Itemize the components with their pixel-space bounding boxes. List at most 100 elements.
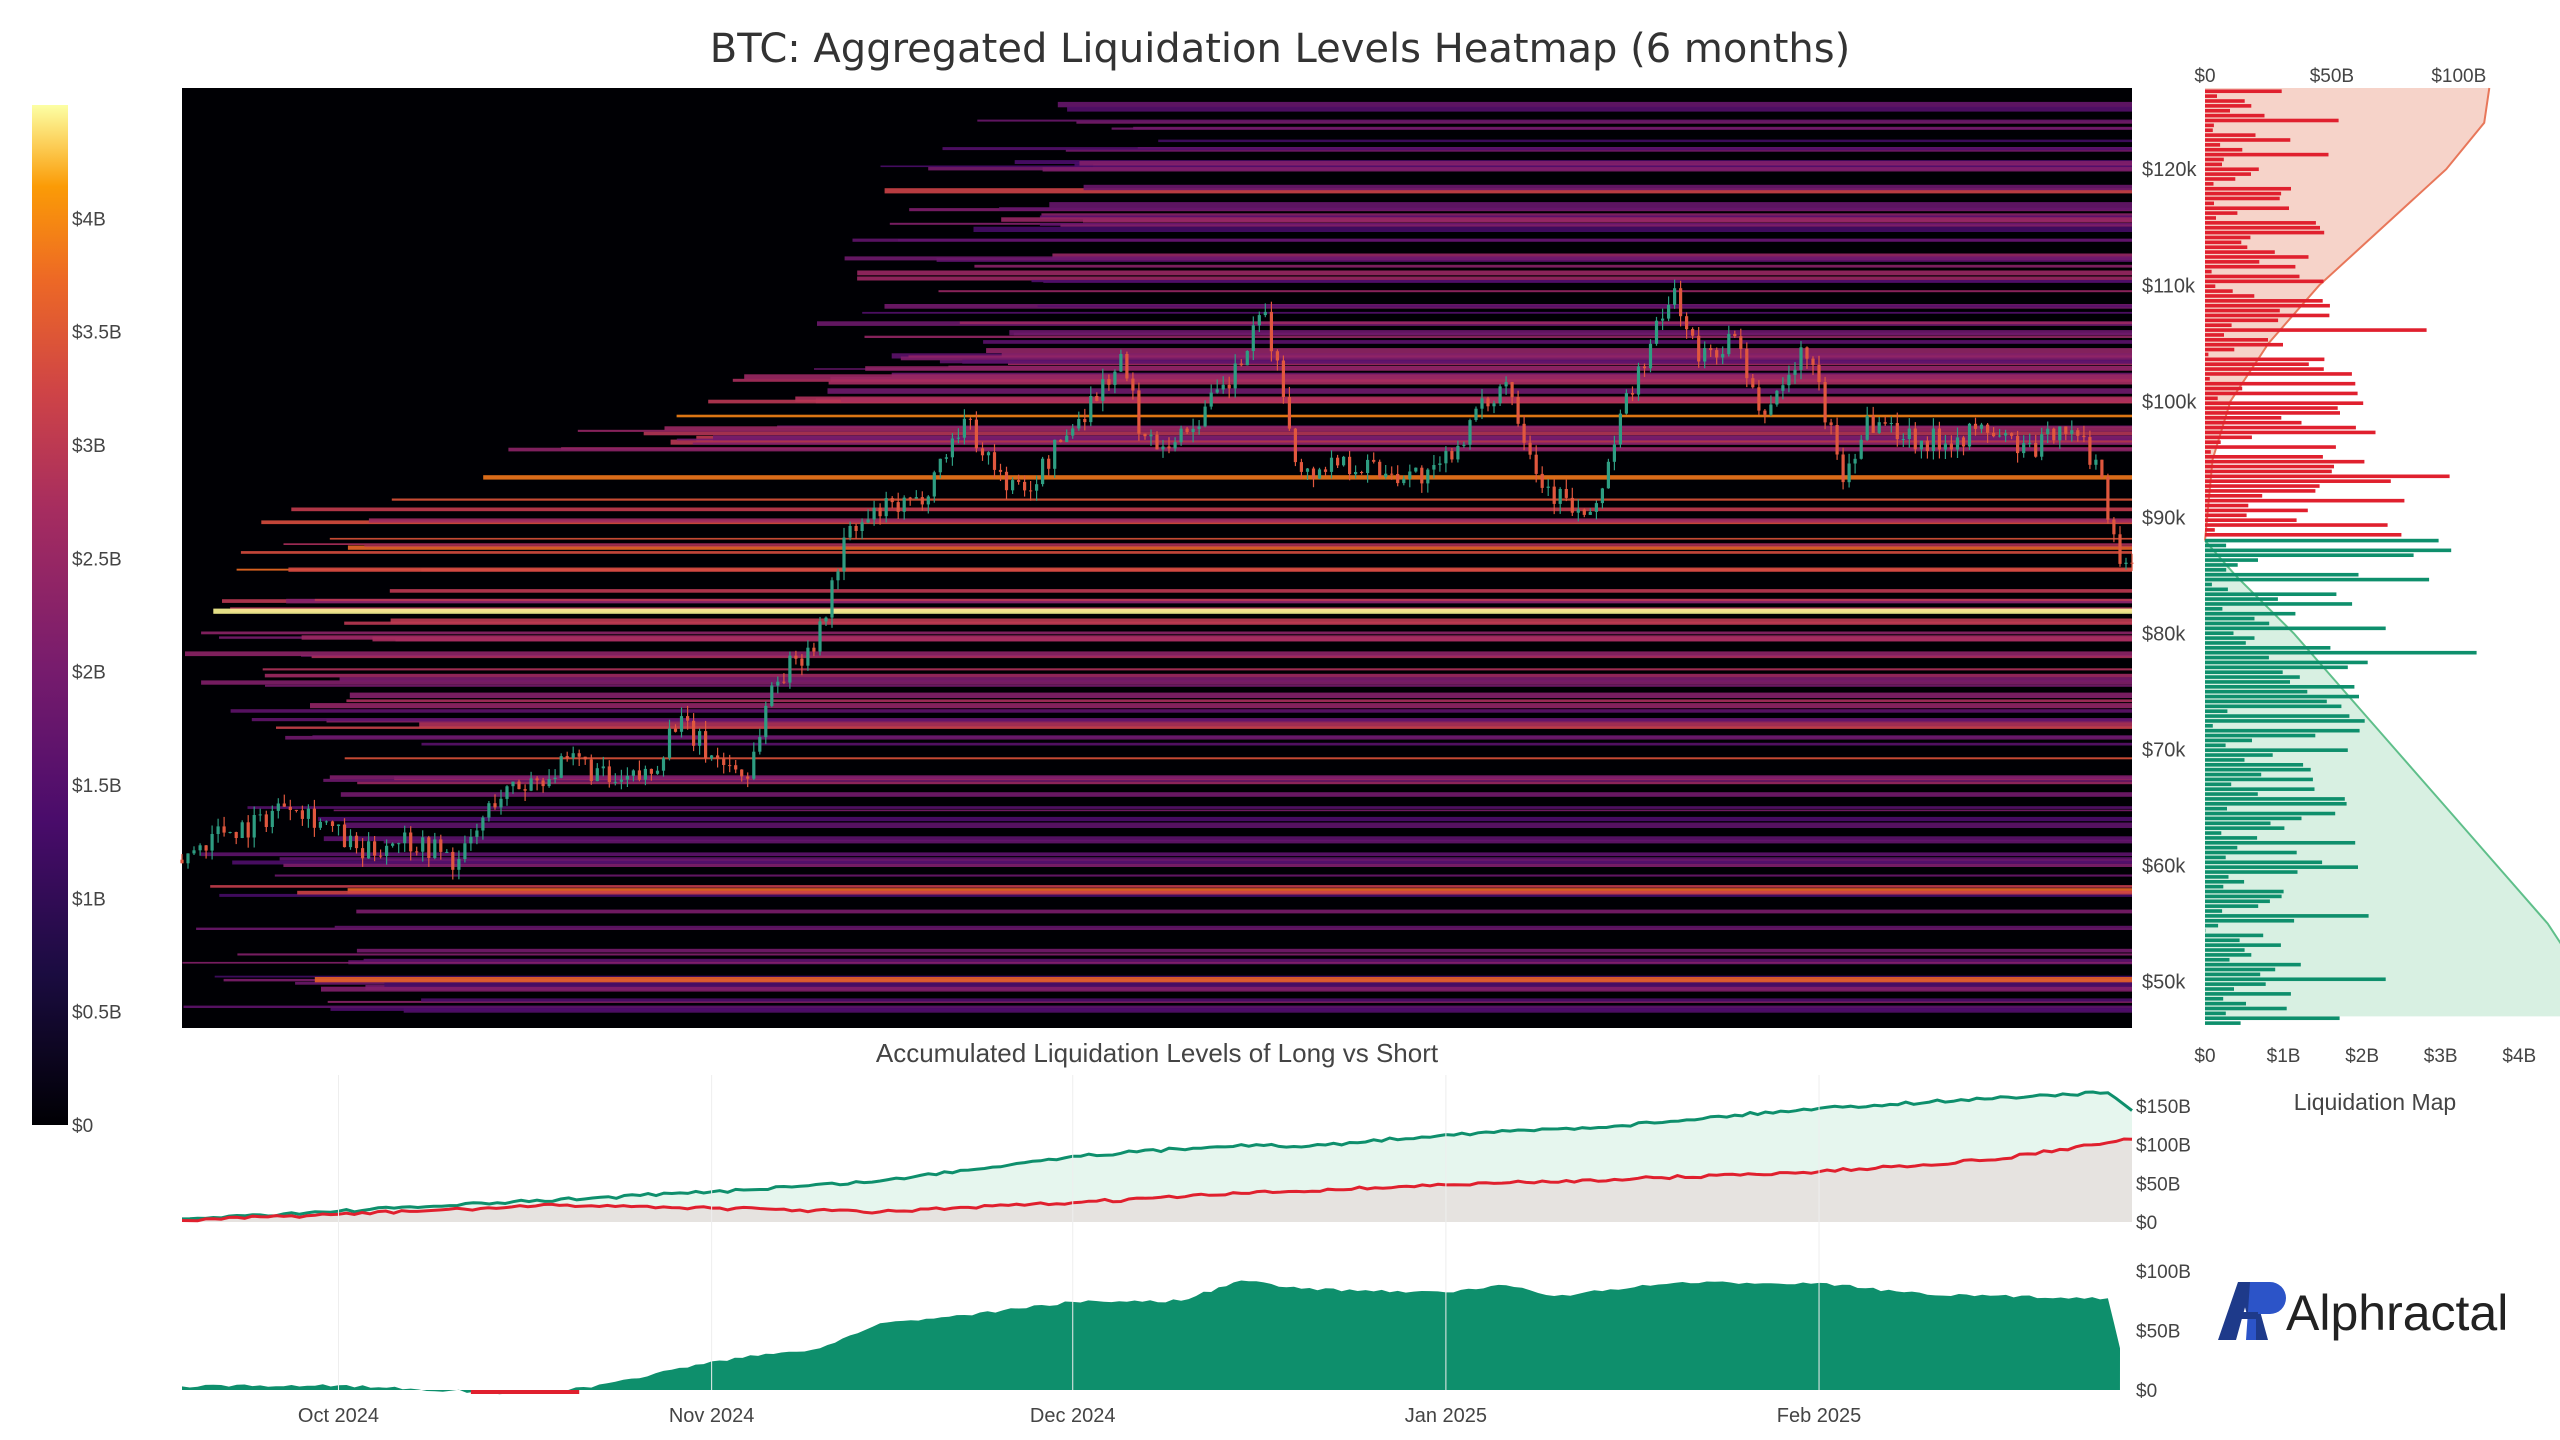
candle-body xyxy=(228,832,232,833)
candle-body xyxy=(553,777,557,779)
candle-body xyxy=(1474,408,1478,420)
liquidation-map-title: Liquidation Map xyxy=(2294,1089,2456,1115)
short-liquidation-bar xyxy=(2205,440,2221,444)
candle-body xyxy=(529,778,533,791)
candle-body xyxy=(1546,486,1550,488)
colorbar-tick-label: $0 xyxy=(72,1116,93,1137)
candle-body xyxy=(806,647,810,666)
long-liquidation-bar xyxy=(2205,636,2255,640)
candle-body xyxy=(1203,406,1207,427)
candle-body xyxy=(354,835,359,849)
liquidation-band xyxy=(323,778,2132,782)
candle-body xyxy=(1089,396,1093,423)
candle-body xyxy=(1865,415,1869,440)
candle-body xyxy=(409,832,413,852)
accumulated-panel: $0 $50B $100B $150B xyxy=(181,1090,2191,1234)
short-liquidation-bar xyxy=(2205,416,2282,420)
long-liquidation-bar xyxy=(2205,772,2262,777)
long-liquidation-bar xyxy=(2205,665,2348,670)
liquidation-band xyxy=(1060,224,2132,227)
short-liquidation-bar xyxy=(2205,508,2308,513)
liquidation-band xyxy=(391,498,2132,501)
candle-body xyxy=(842,537,846,572)
long-liquidation-bar xyxy=(2205,840,2356,845)
candle-body xyxy=(1071,428,1075,436)
candle-body xyxy=(800,658,804,666)
liquidation-band xyxy=(862,311,2133,314)
price-tick-label: $50k xyxy=(2142,972,2186,994)
liquidation-band xyxy=(347,545,2132,550)
candle-body xyxy=(312,808,316,828)
candle-body xyxy=(1787,374,1791,386)
time-tick-label: Jan 2025 xyxy=(1405,1405,1487,1427)
liquidation-band xyxy=(279,857,2133,861)
candle-body xyxy=(1691,329,1695,336)
candle-body xyxy=(421,837,425,852)
candle-body xyxy=(1185,428,1189,432)
liquidation-bands xyxy=(182,101,2133,1013)
liquidation-band xyxy=(344,757,2133,760)
candle-body xyxy=(1673,288,1677,305)
candle-body xyxy=(1859,439,1863,459)
candle-body xyxy=(1275,351,1279,361)
short-liquidation-bar xyxy=(2205,469,2332,474)
liquidation-band xyxy=(334,925,2133,928)
main-y-axis: $50k $60k $70k $80k $90k $100k $110k $120k xyxy=(2142,159,2197,993)
liquidation-band xyxy=(314,598,2132,602)
liquidation-band xyxy=(357,781,2133,785)
short-liquidation-bar xyxy=(2205,260,2260,264)
candle-body xyxy=(1889,423,1893,424)
heatmap-plot: $50k $60k $70k $80k $90k $100k $110k $120k xyxy=(180,88,2197,1028)
candle-body xyxy=(944,457,948,459)
candle-body xyxy=(836,571,840,581)
long-liquidation-bar xyxy=(2205,675,2300,679)
candle-body xyxy=(336,824,341,826)
candle-body xyxy=(1197,426,1201,429)
liquidation-band xyxy=(1111,127,2132,130)
candle-body xyxy=(896,502,900,512)
short-liquidation-bar xyxy=(2205,528,2215,532)
short-liquidation-bar xyxy=(2205,523,2388,527)
candle-body xyxy=(1721,354,1725,358)
long-liquidation-bar xyxy=(2205,543,2227,548)
candle-body xyxy=(439,839,443,852)
candle-body xyxy=(1564,489,1568,498)
candle-body xyxy=(1311,468,1316,479)
liquidation-band xyxy=(185,651,2132,657)
short-liquidation-bar xyxy=(2205,372,2352,376)
long-liquidation-bar xyxy=(2205,943,2281,947)
long-liquidation-bar xyxy=(2205,899,2270,904)
short-liquidation-bar xyxy=(2205,518,2297,522)
candle-body xyxy=(1588,511,1592,515)
short-liquidation-bar xyxy=(2205,162,2222,167)
liquidation-band xyxy=(265,684,2132,687)
candle-body xyxy=(1871,415,1875,433)
liquidation-band xyxy=(201,631,2133,635)
net-y-axis: $0 $50B $100B xyxy=(2136,1262,2191,1402)
candle-body xyxy=(704,731,708,759)
long-liquidation-bar xyxy=(2205,548,2452,553)
long-liquidation-bar xyxy=(2205,904,2259,908)
candle-body xyxy=(890,498,894,503)
candle-body xyxy=(1125,354,1129,379)
long-liquidation-bar xyxy=(2205,724,2213,728)
candle-body xyxy=(1384,473,1388,477)
liquidation-band xyxy=(264,673,2132,678)
short-liquidation-bar xyxy=(2205,123,2214,128)
candle-body xyxy=(469,836,473,844)
candle-body xyxy=(270,810,274,827)
short-liquidation-bar xyxy=(2205,264,2296,269)
candle-body xyxy=(1396,474,1400,484)
candle-body xyxy=(1245,351,1249,366)
liquidation-band xyxy=(421,742,2132,746)
long-liquidation-bar xyxy=(2205,616,2255,621)
candle-body xyxy=(1961,437,1966,447)
map-bottom-tick-label: $3B xyxy=(2424,1046,2458,1067)
candle-body xyxy=(547,779,551,787)
candle-body xyxy=(1612,444,1616,462)
long-liquidation-bar xyxy=(2205,792,2258,796)
short-liquidation-bar xyxy=(2205,255,2309,259)
candle-body xyxy=(1757,387,1761,411)
liquidation-map-panel: $0 $1B $2B $3B $4B $0 $50B $100B Liquidation Ma… xyxy=(2194,66,2560,1115)
candle-body xyxy=(1372,459,1376,462)
